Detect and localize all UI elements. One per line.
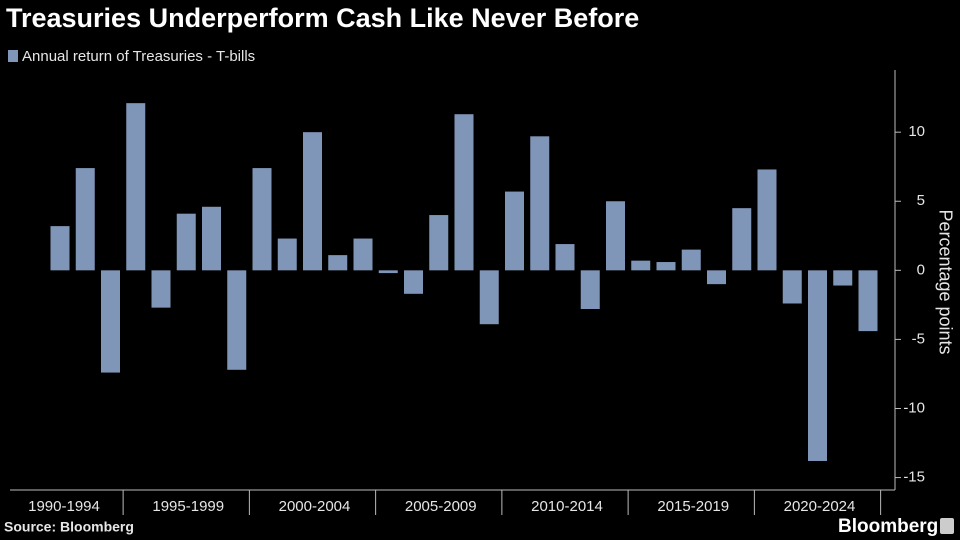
source: Source: Bloomberg xyxy=(4,519,134,535)
bar xyxy=(454,114,474,271)
bar xyxy=(353,238,373,271)
bar xyxy=(833,270,853,286)
bar xyxy=(858,270,878,332)
legend-label: Annual return of Treasuries - T-bills xyxy=(22,48,255,65)
bar xyxy=(328,255,348,271)
brand-icon xyxy=(940,518,954,534)
x-group-label: 2010-2014 xyxy=(531,498,603,515)
y-tick-label: 10 xyxy=(908,123,925,140)
legend-swatch xyxy=(8,50,18,62)
bar xyxy=(580,270,600,310)
bar xyxy=(555,244,575,271)
bar xyxy=(479,270,499,325)
bar xyxy=(277,238,297,271)
bar xyxy=(429,215,449,271)
bar xyxy=(75,168,95,271)
bar xyxy=(50,226,70,271)
bar xyxy=(151,270,171,308)
bar xyxy=(303,132,322,271)
bar xyxy=(681,249,701,271)
bar xyxy=(606,201,625,271)
bar xyxy=(202,206,221,271)
y-tick-label: -15 xyxy=(903,469,925,486)
y-tick-label: 5 xyxy=(917,192,925,209)
bar xyxy=(404,270,423,294)
bar xyxy=(101,270,120,373)
bar xyxy=(378,270,398,274)
bar xyxy=(227,270,247,370)
brand: Bloomberg xyxy=(838,516,938,537)
x-group-label: 1990-1994 xyxy=(28,498,100,515)
bar xyxy=(126,103,146,271)
y-tick-label: -5 xyxy=(912,330,925,347)
y-tick-label: 0 xyxy=(917,261,925,278)
bar xyxy=(631,260,651,271)
bar xyxy=(808,270,827,461)
bar xyxy=(707,270,726,285)
bar xyxy=(252,168,272,271)
bar xyxy=(505,191,524,271)
bar xyxy=(176,213,196,271)
bar xyxy=(782,270,802,304)
y-tick-label: -10 xyxy=(903,399,925,416)
bar xyxy=(530,136,550,271)
x-group-label: 1995-1999 xyxy=(152,498,224,515)
bar xyxy=(757,169,777,271)
bar xyxy=(732,208,752,271)
y-axis-label: Percentage points xyxy=(935,209,955,354)
x-group-label: 2000-2004 xyxy=(279,498,351,515)
bar xyxy=(656,262,676,271)
x-group-label: 2005-2009 xyxy=(405,498,477,515)
chart-title: Treasuries Underperform Cash Like Never … xyxy=(6,3,639,33)
x-group-label: 2020-2024 xyxy=(784,498,856,515)
x-group-label: 2015-2019 xyxy=(657,498,729,515)
